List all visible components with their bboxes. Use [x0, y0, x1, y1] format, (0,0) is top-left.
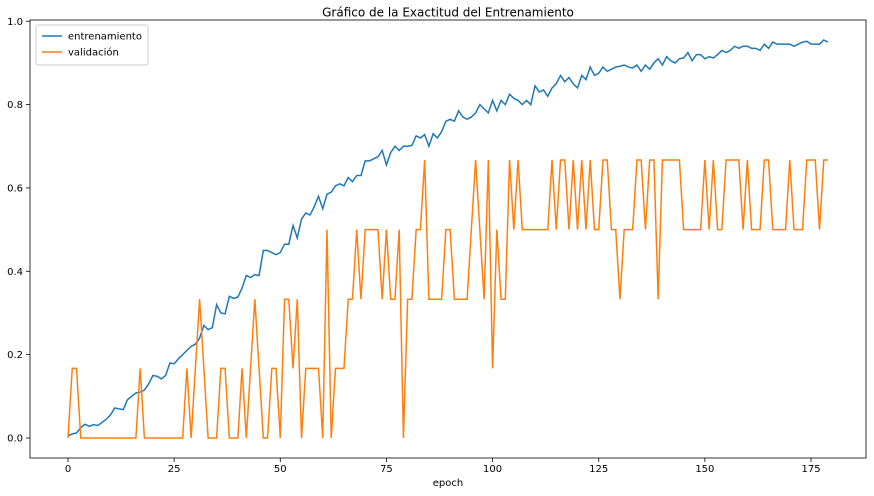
x-tick-label: 125: [589, 464, 608, 475]
x-tick-label: 100: [483, 464, 502, 475]
x-tick-label: 150: [695, 464, 714, 475]
x-tick-label: 0: [65, 464, 71, 475]
y-tick-label: 0.6: [7, 183, 23, 194]
x-tick-label: 50: [274, 464, 287, 475]
y-tick-label: 0.4: [7, 267, 23, 278]
legend-label: validación: [68, 47, 119, 59]
plot-frame: [29, 19, 867, 459]
legend-label: entrenamiento: [68, 32, 142, 43]
x-axis-label: epoch: [433, 478, 463, 489]
data-line: [67, 39, 829, 437]
legend-box: [35, 24, 149, 66]
y-tick-label: 0.0: [7, 433, 23, 444]
y-tick-label: 0.2: [7, 350, 23, 361]
y-tick-label: 1.0: [7, 17, 23, 28]
x-tick-label: 175: [801, 464, 820, 475]
chart-title: Gráfico de la Exactitud del Entrenamient…: [322, 6, 574, 20]
x-tick-label: 75: [380, 464, 393, 475]
data-line: [67, 159, 828, 439]
y-tick-label: 0.8: [7, 100, 23, 111]
x-tick-label: 25: [168, 464, 181, 475]
